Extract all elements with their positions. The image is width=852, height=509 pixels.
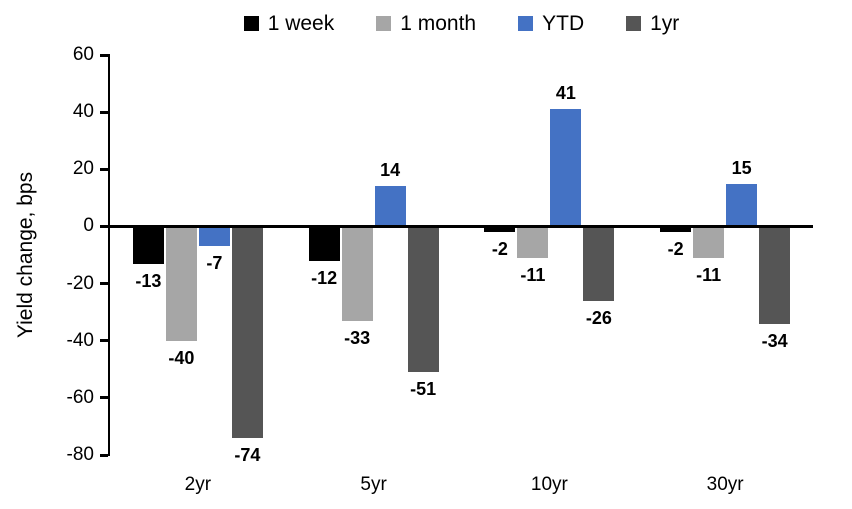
y-axis-tick bbox=[100, 110, 108, 114]
bar-1yr-30yr bbox=[759, 226, 791, 324]
data-label-1yr-5yr: -51 bbox=[410, 379, 437, 400]
data-label-1-month-30yr: -11 bbox=[696, 264, 722, 285]
y-axis-tick bbox=[100, 224, 108, 228]
legend-swatch-1yr bbox=[626, 15, 642, 31]
data-label-1yr-2yr: -74 bbox=[234, 444, 261, 465]
bar-1-month-2yr bbox=[165, 226, 197, 341]
data-label-1-month-2yr: -40 bbox=[168, 347, 195, 368]
legend-swatch-1-week bbox=[243, 15, 259, 31]
y-axis-tick-label: -20 bbox=[66, 272, 94, 294]
data-label-YTD-5yr: 14 bbox=[380, 160, 401, 181]
bar-1-month-10yr bbox=[517, 226, 549, 258]
y-axis-line bbox=[108, 54, 110, 456]
y-axis-tick bbox=[100, 339, 108, 343]
legend-label-1-week: 1 week bbox=[267, 11, 335, 35]
legend-item-1-month: 1 month bbox=[376, 13, 476, 34]
data-label-1-week-30yr: -2 bbox=[667, 239, 684, 260]
data-label-1yr-10yr: -26 bbox=[585, 307, 612, 328]
data-label-1-week-10yr: -2 bbox=[491, 239, 508, 260]
bar-YTD-30yr bbox=[726, 183, 758, 227]
bar-1yr-2yr bbox=[231, 226, 263, 438]
y-axis-tick-label: -40 bbox=[66, 329, 94, 351]
y-axis-tick-label: -60 bbox=[66, 386, 94, 408]
bar-1-week-30yr bbox=[660, 226, 692, 233]
legend-swatch-ytd bbox=[518, 15, 534, 31]
zero-baseline bbox=[110, 224, 813, 228]
bar-1-week-5yr bbox=[308, 226, 340, 261]
y-axis-tick bbox=[100, 53, 108, 57]
data-label-1-month-10yr: -11 bbox=[520, 264, 546, 285]
legend-label-1-month: 1 month bbox=[400, 11, 477, 35]
chart-legend: 1 week 1 month YTD 1yr bbox=[110, 8, 813, 38]
y-axis-tick-label: 20 bbox=[72, 158, 94, 180]
y-axis-title: Yield change, bps bbox=[14, 171, 37, 339]
y-axis-tick bbox=[100, 396, 108, 400]
x-category-label-5yr: 5yr bbox=[360, 474, 387, 495]
data-label-1-week-2yr: -13 bbox=[135, 270, 162, 291]
data-label-1-month-5yr: -33 bbox=[344, 327, 371, 348]
legend-label-1yr: 1yr bbox=[650, 11, 680, 35]
bar-1-week-2yr bbox=[132, 226, 164, 264]
y-axis-tick-label: 60 bbox=[72, 44, 94, 65]
x-category-label-30yr: 30yr bbox=[706, 474, 744, 495]
data-label-YTD-2yr: -7 bbox=[206, 253, 223, 274]
legend-item-ytd: YTD bbox=[518, 13, 584, 34]
bar-YTD-5yr bbox=[374, 186, 406, 227]
x-category-label-2yr: 2yr bbox=[184, 474, 212, 495]
y-axis-tick-label: 40 bbox=[72, 101, 94, 123]
y-axis-tick-label: 0 bbox=[83, 215, 94, 237]
bar-YTD-10yr bbox=[550, 109, 582, 227]
legend-swatch-1-month bbox=[376, 15, 392, 31]
y-axis-tick-label: -80 bbox=[66, 444, 94, 465]
bar-1yr-10yr bbox=[583, 226, 615, 301]
bar-YTD-2yr bbox=[198, 226, 230, 247]
y-axis-tick bbox=[100, 282, 108, 286]
data-label-YTD-10yr: 41 bbox=[555, 83, 576, 104]
data-label-1yr-30yr: -34 bbox=[761, 330, 788, 351]
y-axis-tick bbox=[100, 167, 108, 171]
data-label-YTD-30yr: 15 bbox=[731, 157, 752, 178]
legend-item-1yr: 1yr bbox=[626, 13, 679, 34]
bar-1-week-10yr bbox=[484, 226, 516, 233]
legend-label-ytd: YTD bbox=[542, 11, 585, 35]
bar-1-month-30yr bbox=[693, 226, 725, 258]
x-category-label-10yr: 10yr bbox=[530, 474, 568, 495]
bar-1yr-5yr bbox=[407, 226, 439, 373]
data-label-1-week-5yr: -12 bbox=[311, 267, 338, 288]
y-axis-tick bbox=[100, 453, 108, 457]
legend-item-1-week: 1 week bbox=[243, 11, 335, 35]
bar-1-month-5yr bbox=[341, 226, 373, 321]
